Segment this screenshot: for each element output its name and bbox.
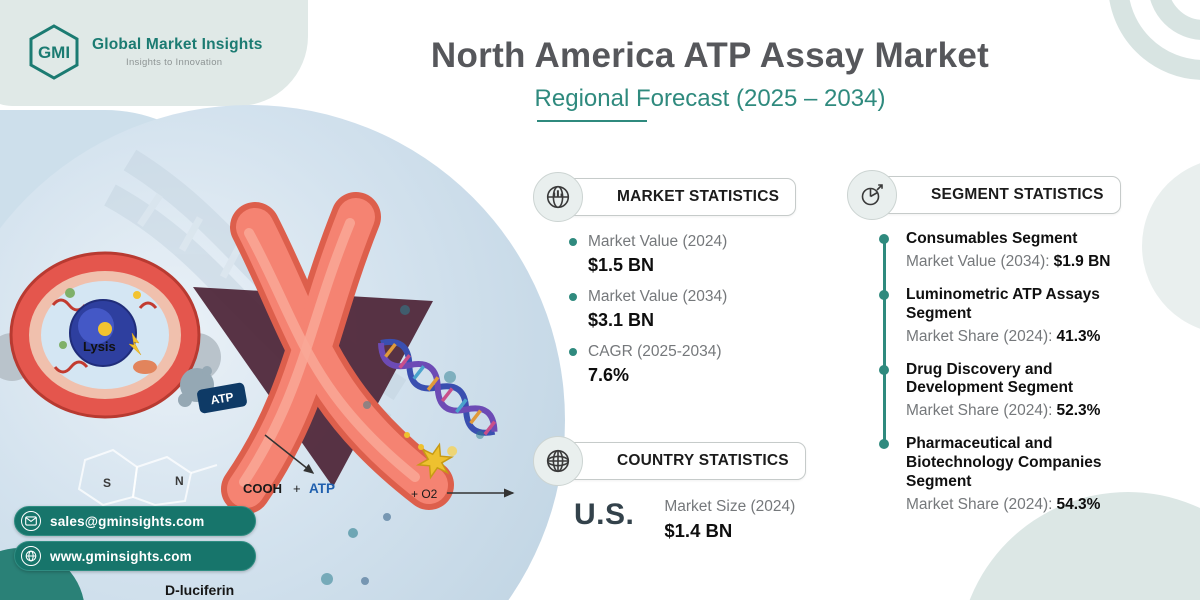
bio-illustration-svg: Lysis S N [0,149,515,598]
market-stat-label: Market Value (2034) [588,288,728,305]
segment-stat-value: 41.3% [1056,327,1101,345]
country-statistics-body: U.S. Market Size (2024) $1.4 BN [560,498,850,542]
globe-chart-icon [533,172,583,222]
segment-item: Luminometric ATP Assays Segment Market S… [879,285,1179,348]
nitrogen-label: N [175,474,184,488]
gmi-hexagon-logo-icon: GMI [29,24,79,80]
lightning-icon [128,332,142,356]
country-statistics-section: COUNTRY STATISTICS U.S. Market Size (202… [533,436,850,542]
segment-item: Consumables Segment Market Value (2034):… [879,230,1179,273]
brand-acronym: GMI [38,43,70,62]
market-stat-value: $3.1 BN [588,310,655,330]
contact-email-text: sales@gminsights.com [50,513,205,529]
brand-name: Global Market Insights [92,36,263,53]
market-stat-value: 7.6% [588,365,630,385]
star-dot [404,432,410,438]
market-stat-item: Market Value (2034) $3.1 BN [562,288,840,331]
segment-name: Pharmaceutical and Biotechnology Compani… [906,435,1102,491]
segment-name: Drug Discovery and Development Segment [906,360,1074,397]
segment-stat-label: Market Share (2024): [906,402,1053,420]
dna-helix [378,338,498,436]
contact-website-text: www.gminsights.com [50,548,192,564]
segment-name: Consumables Segment [906,230,1078,247]
segment-statistics-header: SEGMENT STATISTICS [847,170,1121,220]
country-statistics-header: COUNTRY STATISTICS [533,436,806,486]
segment-statistics-list: Consumables Segment Market Value (2034):… [874,230,1179,516]
segment-name: Luminometric ATP Assays Segment [906,285,1100,322]
atp-badge: ATP [178,366,247,414]
segment-item: Drug Discovery and Development Segment M… [879,360,1179,423]
segment-stat-value: 52.3% [1056,402,1101,420]
brand-tagline: Insights to Innovation [126,57,223,68]
market-stat-label: CAGR (2025-2034) [588,343,722,360]
cell-illustration [9,251,201,419]
cooh-label: COOH [243,481,282,496]
segment-statistics-heading: SEGMENT STATISTICS [931,186,1104,203]
brand-logo: GMI Global Market Insights Insights to I… [26,22,263,82]
title-block: North America ATP Assay Market Regional … [320,36,1100,122]
segment-statistics-section: SEGMENT STATISTICS Consumables Segment M… [847,170,1179,529]
envelope-icon [21,511,41,531]
market-stat-label: Market Value (2024) [588,233,728,250]
segment-timeline-line [883,237,886,443]
pie-chart-icon [847,170,897,220]
contact-email-pill[interactable]: sales@gminsights.com [14,506,256,536]
chemical-structure [77,448,218,507]
sulfur-label: S [103,476,111,490]
country-name: U.S. [574,498,635,531]
bio-illustration: Lysis S N [0,105,565,600]
atp-text-label: ATP [309,481,335,496]
corner-decoration-top-left [0,0,308,106]
contact-website-pill[interactable]: www.gminsights.com [14,541,256,571]
reaction-arrow-small [264,434,315,474]
page-subtitle: Regional Forecast (2025 – 2034) [534,85,886,122]
market-stat-item: CAGR (2025-2034) 7.6% [562,343,840,386]
segment-stat-label: Market Share (2024): [906,327,1053,345]
segment-stat-value: $1.9 BN [1053,252,1111,270]
market-statistics-list: Market Value (2024) $1.5 BN Market Value… [560,233,840,386]
market-stat-item: Market Value (2024) $1.5 BN [562,233,840,276]
chromosome-illustration [221,192,454,514]
dluciferin-label: D-luciferin [165,582,234,598]
market-stat-value: $1.5 BN [588,255,655,275]
plus-label: + [293,481,301,496]
country-stat-label: Market Size (2024) [664,498,796,515]
star-dot [418,444,424,450]
market-statistics-heading: MARKET STATISTICS [617,188,780,205]
country-stat-value: $1.4 BN [664,520,733,541]
oxygen-label: + O2 [411,487,438,501]
country-statistics-heading: COUNTRY STATISTICS [617,452,789,469]
segment-stat-value: 54.3% [1056,496,1101,514]
globe-icon [533,436,583,486]
market-statistics-header: MARKET STATISTICS [533,172,797,222]
segment-stat-label: Market Value (2034): [906,252,1050,270]
contact-block: sales@gminsights.com www.gminsights.com [14,506,256,576]
segment-item: Pharmaceutical and Biotechnology Compani… [879,435,1179,516]
atp-badge-label: ATP [209,390,234,408]
lysis-label: Lysis [83,339,116,354]
segment-stat-label: Market Share (2024): [906,496,1053,514]
website-globe-icon [21,546,41,566]
scatter-dots [321,305,484,585]
market-statistics-section: MARKET STATISTICS Market Value (2024) $1… [533,172,840,398]
page-title: North America ATP Assay Market [430,36,990,75]
